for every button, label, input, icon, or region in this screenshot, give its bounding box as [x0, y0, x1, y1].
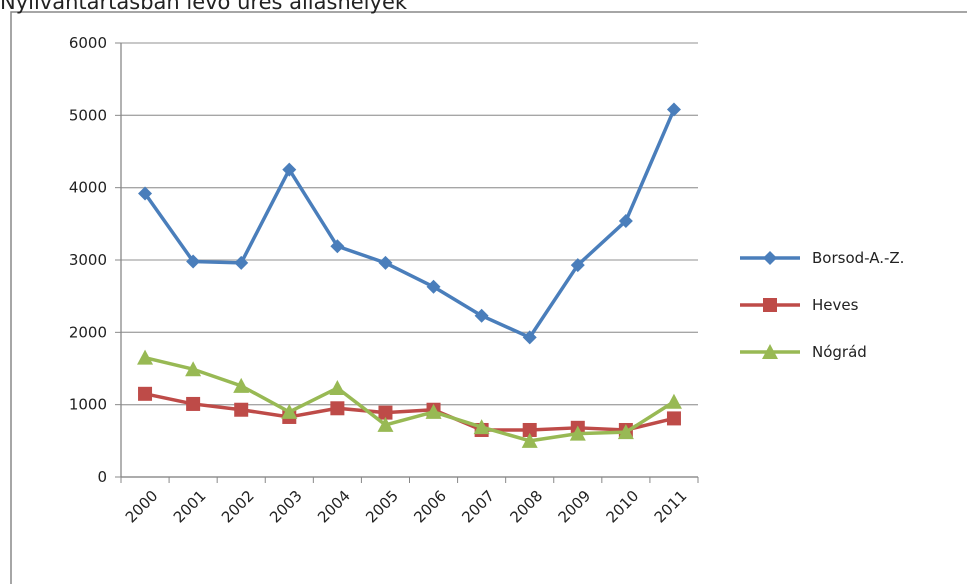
marker: [763, 298, 777, 312]
marker: [234, 402, 249, 417]
series-line: [144, 355, 675, 443]
marker: [762, 344, 778, 359]
marker: [138, 386, 153, 401]
marker: [473, 419, 490, 435]
chart-border: [10, 11, 967, 584]
y-tick-label: 3000: [69, 251, 107, 269]
series-line: [144, 392, 675, 432]
marker: [234, 255, 249, 270]
marker: [330, 239, 345, 254]
y-tick-label: 4000: [69, 179, 107, 197]
marker: [233, 377, 250, 393]
y-tick-label: 5000: [69, 106, 107, 124]
marker: [665, 393, 682, 409]
y-tick-label: 0: [97, 468, 107, 486]
legend-label: Borsod-A.-Z.: [812, 249, 904, 267]
legend-label: Nógrád: [812, 343, 867, 361]
marker: [377, 416, 394, 432]
legend-label: Heves: [812, 296, 859, 314]
marker: [425, 403, 442, 419]
marker: [522, 422, 537, 437]
marker: [137, 349, 154, 365]
y-tick-label: 6000: [69, 34, 107, 52]
marker: [666, 411, 681, 426]
marker: [185, 361, 202, 377]
marker: [138, 186, 153, 201]
marker: [474, 308, 489, 323]
marker: [329, 380, 346, 396]
marker: [281, 403, 298, 419]
marker: [666, 102, 681, 117]
marker: [521, 432, 538, 448]
marker: [378, 405, 393, 420]
series-line: [143, 108, 676, 340]
marker: [569, 425, 586, 441]
y-tick-label: 2000: [69, 323, 107, 341]
y-tick-label: 1000: [69, 396, 107, 414]
marker: [570, 258, 585, 273]
marker: [522, 330, 537, 345]
marker: [618, 213, 633, 228]
marker: [330, 401, 345, 416]
marker: [617, 424, 634, 440]
marker: [426, 279, 441, 294]
marker: [186, 396, 201, 411]
marker: [282, 162, 297, 177]
marker: [378, 255, 393, 270]
marker: [186, 254, 201, 269]
chart-title: Nyilvántartásban lévő üres álláshelyek: [0, 0, 408, 14]
marker: [763, 251, 777, 265]
